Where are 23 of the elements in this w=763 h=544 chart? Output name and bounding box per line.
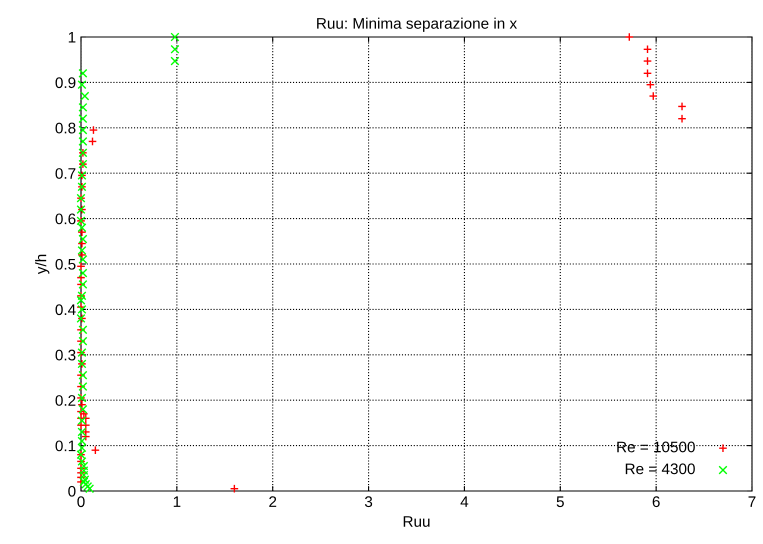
x-tick-label: 3 (364, 496, 372, 508)
y-tick-label: 0.3 (56, 350, 76, 360)
chart-title: Ruu: Minima separazione in x (317, 18, 517, 32)
x-tick-label: 2 (269, 496, 276, 507)
y-tick-label: 0.9 (56, 77, 76, 88)
x-tick-label: 4 (460, 496, 468, 507)
x-tick-label: 1 (174, 496, 180, 507)
y-tick-label: 0.8 (56, 122, 76, 134)
y-tick-label: 0.1 (56, 440, 76, 452)
y-tick-label: 0 (68, 486, 76, 497)
y-tick-label: 0.2 (56, 395, 76, 406)
x-tick-label: 7 (748, 496, 756, 507)
legend-label: Re = 4300 (626, 463, 695, 474)
y-axis-title: y/h (35, 254, 50, 274)
y-tick-label: 0.6 (56, 213, 76, 224)
y-tick-label: 0.5 (56, 258, 76, 270)
x-tick-label: 6 (652, 496, 660, 508)
y-tick-label: 0.4 (56, 304, 76, 316)
x-tick-label: 0 (77, 496, 85, 508)
x-tick-label: 5 (556, 496, 564, 508)
y-tick-label: 1 (68, 32, 76, 43)
x-axis-title: Ruu (404, 516, 430, 527)
y-tick-label: 0.7 (56, 168, 76, 179)
